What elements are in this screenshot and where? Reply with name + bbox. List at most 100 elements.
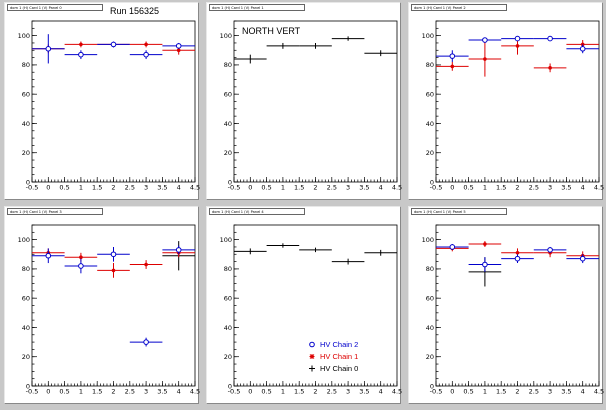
chain2-point	[547, 247, 553, 253]
y-tick-label: 100	[220, 236, 232, 244]
x-tick-label: 2.5	[327, 388, 337, 396]
x-tick-label: 0	[450, 388, 454, 396]
y-tick-label: 0	[430, 178, 434, 186]
x-tick-label: 3.5	[157, 184, 167, 192]
y-tick-label: 0	[430, 382, 434, 390]
x-tick-label: 1	[79, 388, 83, 396]
x-tick-label: 3.5	[561, 388, 571, 396]
chain1-point	[79, 255, 83, 259]
chain1-point	[176, 48, 181, 53]
chain2-point	[110, 41, 117, 48]
x-tick-label: 4.5	[190, 184, 200, 192]
pad-title: dom 1 (H) Card 1 (V) Panel 5	[414, 210, 466, 214]
y-tick-label: 100	[18, 236, 30, 244]
chain0-point	[314, 45, 317, 47]
pad-border-dark	[206, 2, 401, 200]
x-tick-label: -0.5	[228, 388, 241, 396]
x-tick-label: 1	[483, 184, 487, 192]
x-tick-label: -0.5	[228, 184, 241, 192]
pad-border-light	[206, 206, 401, 404]
pad-border-dark	[4, 2, 199, 200]
x-tick-label: 4.5	[190, 388, 200, 396]
pad-title-box	[209, 208, 305, 215]
pad-0: dom 1 (H) Card 1 (V) Panel 0-0.5 0 0.5 1 1.5…	[4, 2, 200, 200]
x-tick-label: 4.5	[594, 184, 604, 192]
legend: HV Chain 2 HV Chain 1 HV Chain 0	[309, 340, 358, 373]
legend-label: HV Chain 0	[320, 364, 358, 373]
y-tick-label: 20	[22, 149, 30, 157]
pad-border-light	[408, 2, 603, 200]
pad-1: dom 1 (H) Card 1 (V) Panel 1-0.5 0 0.5 1 1.5…	[206, 2, 402, 200]
chain0-point	[380, 252, 382, 254]
chain2-point	[143, 339, 149, 345]
x-tick-label: 0.5	[59, 184, 69, 192]
pad-background	[408, 206, 603, 404]
chain1-point	[483, 242, 487, 246]
y-tick-label: 60	[224, 294, 232, 302]
y-tick-label: 20	[224, 149, 232, 157]
x-tick-label: 1.5	[496, 388, 506, 396]
chain2-point	[579, 255, 586, 262]
chain1-point	[144, 262, 148, 267]
x-tick-label: 1.5	[92, 388, 102, 396]
chain1-point	[111, 268, 116, 273]
x-tick-label: 3	[346, 388, 350, 396]
y-tick-label: 0	[26, 382, 30, 390]
chain1-point	[515, 44, 520, 48]
chain0-point	[347, 37, 349, 40]
pad-title: dom 1 (H) Card 1 (V) Panel 3	[10, 210, 62, 214]
run-label: Run 156325	[110, 6, 159, 16]
pad-3: dom 1 (H) Card 1 (V) Panel 3-0.5 0 0.5 1 1.5…	[4, 206, 200, 404]
x-tick-label: -0.5	[26, 184, 39, 192]
x-tick-label: 3.5	[157, 388, 167, 396]
x-tick-label: 2	[111, 184, 115, 192]
y-tick-label: 40	[22, 120, 30, 128]
x-tick-label: 3.5	[359, 388, 369, 396]
chain2-point	[110, 251, 117, 258]
y-tick-label: 80	[224, 61, 232, 69]
y-tick-label: 0	[228, 382, 232, 390]
x-tick-label: 4	[379, 184, 383, 192]
x-tick-label: 2.5	[125, 388, 135, 396]
pad-title-box	[7, 4, 103, 11]
legend-marker-open-circle	[309, 341, 315, 348]
pad-border-light	[206, 2, 401, 200]
y-tick-label: 80	[426, 61, 434, 69]
y-tick-label: 40	[426, 120, 434, 128]
x-tick-label: 3	[548, 388, 552, 396]
pad-title: dom 1 (H) Card 1 (V) Panel 0	[10, 6, 62, 10]
x-tick-label: -0.5	[430, 388, 443, 396]
chain1-point	[79, 42, 83, 47]
x-tick-label: 1	[281, 388, 285, 396]
x-tick-label: 4.5	[392, 184, 402, 192]
x-tick-label: 0	[46, 184, 50, 192]
pad-title: dom 1 (H) Card 1 (V) Panel 1	[212, 6, 264, 10]
x-tick-label: 3.5	[359, 184, 369, 192]
chain0-point	[314, 249, 317, 251]
chain2-point	[143, 51, 149, 58]
x-tick-label: 2	[313, 184, 317, 192]
x-tick-label: 0.5	[463, 388, 473, 396]
x-tick-label: 2.5	[125, 184, 135, 192]
pad-title-box	[7, 208, 103, 215]
pad-border-light	[4, 2, 199, 200]
pad-background	[4, 2, 199, 200]
x-tick-label: 3	[144, 388, 148, 396]
x-tick-label: 2.5	[529, 388, 539, 396]
chain2-point	[514, 35, 521, 42]
x-tick-label: 0	[450, 184, 454, 192]
x-tick-label: 2	[515, 184, 519, 192]
chain2-point	[45, 252, 52, 259]
pad-border-dark	[4, 206, 199, 404]
chain0-point	[282, 45, 284, 47]
chain2-point	[482, 261, 488, 268]
pad-background	[206, 206, 401, 404]
x-tick-label: 1	[79, 184, 83, 192]
y-tick-label: 60	[224, 90, 232, 98]
chain2-point	[45, 46, 52, 52]
chain2-point	[78, 51, 84, 58]
y-tick-label: 80	[224, 265, 232, 273]
pad-title-box	[411, 4, 507, 11]
y-tick-label: 40	[224, 324, 232, 332]
chain0-point	[380, 52, 382, 54]
